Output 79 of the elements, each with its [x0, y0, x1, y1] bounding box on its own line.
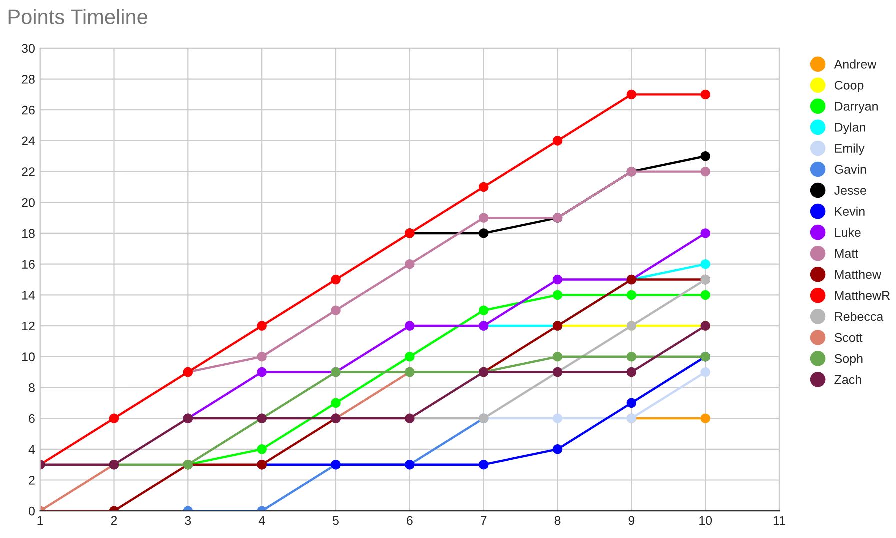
point: [626, 290, 637, 300]
x-tick-label: 9: [628, 516, 635, 526]
legend-label: Zach: [834, 375, 862, 384]
x-tick-label: 7: [481, 516, 487, 526]
point: [626, 90, 637, 100]
legend-label: Kevin: [835, 206, 865, 216]
y-tick-label: 0: [28, 506, 35, 516]
legend-label: Darryan: [835, 102, 878, 114]
point: [405, 259, 415, 270]
point: [478, 228, 489, 238]
point: [626, 398, 637, 408]
y-tick-label: 30: [22, 44, 35, 54]
point: [478, 182, 489, 192]
y-tick-label: 14: [22, 291, 36, 300]
point: [700, 152, 710, 162]
legend-label: Jesse: [834, 186, 866, 196]
y-tick-label: 2: [29, 476, 35, 485]
x-tick-label: 5: [333, 516, 339, 526]
legend-label: Coop: [834, 81, 864, 92]
legend-label: Dylan: [835, 122, 866, 134]
point: [700, 166, 710, 177]
legend-label: Luke: [835, 228, 861, 238]
y-tick-label: 18: [22, 229, 35, 238]
point: [700, 90, 710, 100]
point: [700, 367, 710, 378]
legend-label: Matthew: [835, 270, 882, 280]
y-tick-label: 24: [22, 136, 36, 146]
legend-label: MatthewR: [835, 290, 890, 300]
y-tick-label: 4: [28, 445, 36, 454]
point: [626, 352, 637, 362]
point: [405, 321, 415, 331]
y-tick-label: 26: [22, 106, 35, 115]
point: [257, 367, 267, 378]
point: [552, 290, 563, 300]
y-tick-label: 20: [22, 198, 35, 208]
point: [109, 414, 120, 424]
point: [478, 306, 489, 316]
x-tick-label: 11: [774, 516, 786, 526]
y-tick-label: 10: [22, 352, 35, 362]
legend-label: Soph: [834, 354, 863, 366]
x-tick-label: 1: [38, 516, 44, 526]
point: [700, 228, 710, 238]
point: [257, 352, 267, 362]
x-tick-label: 3: [185, 516, 192, 526]
x-tick-label: 6: [407, 516, 413, 526]
point: [331, 306, 341, 316]
x-tick-label: 8: [554, 516, 561, 526]
point: [478, 213, 489, 223]
legend-label: Matt: [835, 249, 859, 258]
y-tick-label: 6: [29, 414, 35, 424]
point: [626, 367, 637, 378]
y-tick-label: 28: [22, 75, 35, 84]
point: [700, 259, 710, 270]
chart-title: Points Timeline: [8, 9, 148, 24]
point: [552, 414, 563, 424]
point: [700, 414, 710, 424]
point: [552, 444, 563, 454]
legend-label: Andrew: [834, 60, 877, 69]
point: [405, 352, 415, 362]
point: [552, 136, 563, 146]
point: [257, 321, 267, 331]
point: [552, 274, 563, 285]
legend-label: Emily: [835, 144, 865, 156]
point: [478, 460, 489, 470]
point: [552, 352, 563, 362]
point: [331, 398, 341, 408]
y-tick-label: 16: [22, 260, 35, 269]
point: [700, 290, 710, 300]
point: [257, 444, 267, 454]
x-tick-label: 2: [111, 516, 118, 526]
point: [331, 274, 341, 285]
legend-label: Scott: [834, 333, 863, 342]
legend-label: Rebecca: [835, 312, 884, 322]
x-tick-label: 10: [700, 516, 712, 526]
y-tick-label: 22: [22, 168, 35, 176]
y-tick-label: 8: [29, 384, 35, 392]
y-tick-label: 12: [22, 322, 35, 331]
x-tick-label: 4: [258, 516, 266, 526]
legend-label: Gavin: [834, 164, 866, 174]
